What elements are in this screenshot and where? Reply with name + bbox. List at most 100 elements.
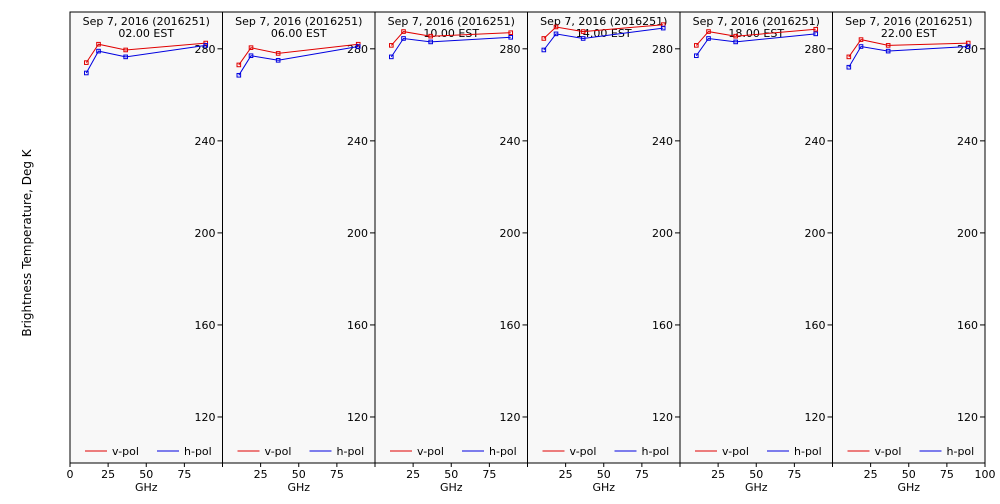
plot-area-1 xyxy=(69,11,223,464)
panel-title-2: Sep 7, 2016 (2016251) xyxy=(235,15,362,28)
series-line-h-pol xyxy=(695,33,816,56)
y-tick-label: 200 xyxy=(652,227,673,240)
data-point-h-pol xyxy=(858,44,864,49)
x-tick-label: 50 xyxy=(749,468,763,481)
data-point-h-pol xyxy=(428,39,433,45)
series-line-h-pol xyxy=(543,27,664,51)
x-tick-label: 50 xyxy=(139,468,153,481)
x-tick-label: 25 xyxy=(254,468,268,481)
legend-label-h-pol: h-pol xyxy=(642,445,670,458)
legend-label-v-pol: v-pol xyxy=(265,445,292,458)
panel-subtitle-3: 10.00 EST xyxy=(423,27,479,40)
series-line-h-pol xyxy=(390,36,511,58)
data-point-h-pol xyxy=(96,48,101,54)
panel-title-6: Sep 7, 2016 (2016251) xyxy=(845,15,972,28)
data-point-h-pol xyxy=(401,36,406,41)
y-tick-label: 240 xyxy=(805,135,826,148)
x-tick-label: 25 xyxy=(559,468,573,481)
data-point-h-pol xyxy=(846,64,852,70)
data-point-v-pol xyxy=(84,60,89,65)
data-point-h-pol xyxy=(660,25,666,31)
data-point-h-pol xyxy=(694,53,699,59)
data-point-h-pol xyxy=(553,31,559,37)
data-point-v-pol xyxy=(553,24,559,30)
data-point-h-pol xyxy=(248,53,254,59)
y-tick-label: 240 xyxy=(957,135,978,148)
x-tick-label: 75 xyxy=(177,468,191,481)
y-tick-label: 120 xyxy=(195,411,216,424)
legend-label-v-pol: v-pol xyxy=(112,445,139,458)
legend-label-v-pol: v-pol xyxy=(417,445,444,458)
y-tick-label: 200 xyxy=(957,227,978,240)
y-tick-label: 160 xyxy=(500,319,521,332)
plot-area-6 xyxy=(832,11,986,464)
legend-label-h-pol: h-pol xyxy=(947,445,975,458)
data-point-v-pol xyxy=(123,47,128,53)
series-line-v-pol xyxy=(848,39,969,58)
x-axis-label-5: GHz xyxy=(745,481,768,494)
series-line-v-pol xyxy=(390,31,511,46)
panel-subtitle-4: 14.00 EST xyxy=(576,27,632,40)
data-point-h-pol xyxy=(355,44,361,49)
y-tick-label: 120 xyxy=(347,411,368,424)
panel-subtitle-1: 02.00 EST xyxy=(118,27,174,40)
data-point-h-pol xyxy=(84,70,89,76)
data-point-v-pol xyxy=(541,36,547,41)
x-tick-label: 50 xyxy=(597,468,611,481)
y-tick-label: 240 xyxy=(347,135,368,148)
x-axis-label-1: GHz xyxy=(135,481,158,494)
data-point-v-pol xyxy=(236,62,242,68)
plot-area-5 xyxy=(679,11,833,464)
data-point-v-pol xyxy=(355,41,361,47)
legend-label-v-pol: v-pol xyxy=(875,445,902,458)
data-point-h-pol xyxy=(541,47,547,53)
y-tick-label: 120 xyxy=(652,411,673,424)
data-point-h-pol xyxy=(203,43,209,48)
x-axis-label-4: GHz xyxy=(592,481,615,494)
y-tick-label: 240 xyxy=(500,135,521,148)
series-line-h-pol xyxy=(238,46,359,76)
panel-subtitle-5: 18.00 EST xyxy=(728,27,784,40)
legend-label-h-pol: h-pol xyxy=(337,445,365,458)
y-tick-label: 280 xyxy=(652,43,673,56)
panel-subtitle-6: 22.00 EST xyxy=(881,27,937,40)
panel-title-4: Sep 7, 2016 (2016251) xyxy=(540,15,667,28)
y-tick-label: 160 xyxy=(957,319,978,332)
x-tick-label: 25 xyxy=(101,468,115,481)
series-line-v-pol xyxy=(85,42,206,63)
x-tick-label: 50 xyxy=(902,468,916,481)
y-tick-label: 160 xyxy=(805,319,826,332)
data-point-h-pol xyxy=(813,31,819,37)
panel-title-1: Sep 7, 2016 (2016251) xyxy=(83,15,210,28)
data-point-v-pol xyxy=(694,43,699,48)
data-point-h-pol xyxy=(885,48,891,54)
x-tick-label: 75 xyxy=(635,468,649,481)
data-point-h-pol xyxy=(706,36,711,41)
panel-title-5: Sep 7, 2016 (2016251) xyxy=(693,15,820,28)
y-tick-label: 200 xyxy=(805,227,826,240)
y-tick-label: 280 xyxy=(805,43,826,56)
y-tick-label: 280 xyxy=(347,43,368,56)
series-line-v-pol xyxy=(695,28,816,46)
data-point-h-pol xyxy=(123,54,128,60)
panel-subtitle-2: 06.00 EST xyxy=(271,27,327,40)
data-point-h-pol xyxy=(389,54,394,60)
y-tick-label: 120 xyxy=(805,411,826,424)
data-point-v-pol xyxy=(389,43,394,48)
data-point-h-pol xyxy=(580,36,586,41)
data-point-v-pol xyxy=(858,37,864,42)
panel-title-3: Sep 7, 2016 (2016251) xyxy=(388,15,515,28)
x-tick-label: 50 xyxy=(292,468,306,481)
y-tick-label: 240 xyxy=(195,135,216,148)
legend-label-v-pol: v-pol xyxy=(570,445,597,458)
y-tick-label: 120 xyxy=(500,411,521,424)
series-line-v-pol xyxy=(238,43,359,66)
series-line-h-pol xyxy=(848,45,969,68)
x-tick-label: 25 xyxy=(864,468,878,481)
data-point-v-pol xyxy=(248,45,254,50)
x-tick-label: 0 xyxy=(67,468,74,481)
data-point-h-pol xyxy=(236,72,242,78)
data-point-v-pol xyxy=(846,54,852,60)
